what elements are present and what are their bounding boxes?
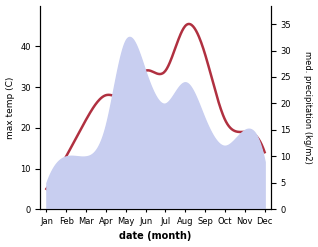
X-axis label: date (month): date (month) <box>119 231 192 242</box>
Y-axis label: max temp (C): max temp (C) <box>5 76 15 139</box>
Y-axis label: med. precipitation (kg/m2): med. precipitation (kg/m2) <box>303 51 313 164</box>
